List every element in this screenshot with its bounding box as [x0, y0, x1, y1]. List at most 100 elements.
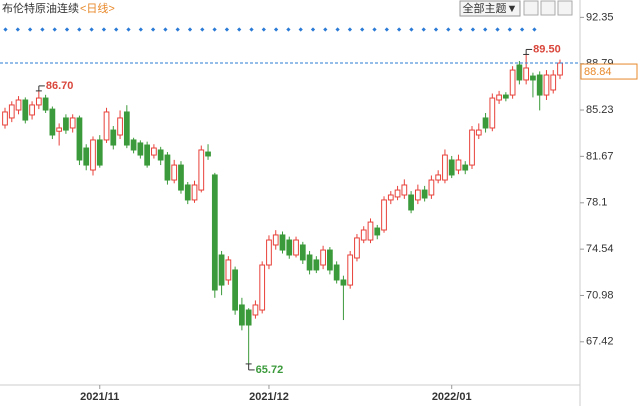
event-dot	[458, 27, 463, 32]
annotation-label: 89.50	[533, 43, 561, 55]
candle-body	[272, 234, 279, 246]
tool-icon[interactable]	[523, 0, 539, 16]
candle-body	[448, 159, 455, 176]
candle-body	[286, 239, 293, 256]
y-tick-label: 85.23	[586, 104, 614, 116]
candle-body	[211, 174, 218, 291]
tool-icon[interactable]	[540, 0, 556, 16]
candle-body	[347, 254, 354, 286]
candle-body	[35, 97, 42, 106]
candle-body	[469, 129, 475, 166]
event-dot	[360, 27, 365, 32]
candle-body	[340, 279, 347, 286]
candle-body	[394, 189, 401, 198]
candle-body	[110, 129, 117, 146]
event-dot	[212, 27, 217, 32]
period-label[interactable]: <日线>	[80, 1, 115, 15]
candle-body	[123, 111, 130, 146]
candle-body	[83, 147, 90, 166]
candle-body	[367, 221, 374, 241]
candle-body	[313, 259, 320, 271]
candle-body	[8, 104, 15, 119]
candle-body	[2, 111, 8, 126]
candle-body	[218, 254, 225, 286]
candle-body	[523, 67, 530, 81]
last-price-label: 88.84	[584, 66, 612, 78]
candle-body	[178, 164, 184, 191]
event-dot	[175, 27, 180, 32]
candle-body	[15, 99, 22, 111]
candle-body	[442, 154, 448, 181]
y-tick-label: 74.54	[586, 243, 614, 255]
candle-body	[103, 111, 110, 141]
candle-body	[327, 249, 333, 271]
candle-body	[245, 309, 252, 326]
event-dot	[470, 27, 476, 32]
y-tick-label: 70.98	[586, 289, 614, 301]
candle-body	[496, 94, 502, 101]
candle-body	[137, 142, 144, 156]
candle-body	[164, 154, 171, 181]
candle-body	[489, 97, 496, 129]
theme-button-label[interactable]: 全部主题▼	[463, 1, 518, 15]
y-tick-label: 78.1	[586, 197, 607, 209]
y-tick-label: 67.42	[586, 336, 614, 348]
candle-body	[76, 117, 83, 161]
candle-body	[320, 249, 326, 266]
last-price-box	[580, 63, 638, 80]
candle-body	[502, 94, 509, 99]
event-dot	[126, 27, 131, 32]
tool-icon[interactable]	[557, 0, 573, 16]
event-dot	[347, 27, 353, 32]
candle-body	[530, 75, 536, 81]
candle-body	[63, 117, 69, 131]
candle-body	[408, 194, 414, 211]
candle-body	[90, 139, 96, 171]
annotation-label: 86.70	[46, 80, 74, 92]
candle-body	[42, 97, 49, 111]
candle-body	[435, 174, 442, 181]
event-dot	[89, 27, 94, 32]
candle-body	[205, 151, 211, 157]
candle-body	[49, 108, 56, 136]
event-dot	[446, 27, 451, 32]
candle-body	[306, 254, 313, 271]
event-dot	[483, 27, 488, 32]
candle-body	[543, 74, 550, 96]
candle-body	[387, 194, 394, 201]
candle-body	[130, 139, 137, 151]
candle-body	[259, 264, 266, 311]
candle-body	[266, 239, 272, 266]
event-dot	[15, 27, 20, 32]
candle-body	[354, 237, 360, 259]
candle-body	[475, 129, 482, 136]
event-dot	[323, 27, 328, 32]
candle-body	[151, 147, 157, 156]
event-dot	[187, 27, 193, 32]
event-dot	[421, 27, 426, 32]
event-dot	[310, 27, 316, 32]
theme-button[interactable]	[459, 0, 521, 17]
event-dot	[409, 27, 414, 32]
event-dot	[163, 27, 168, 32]
event-dot	[495, 27, 500, 32]
candle-body	[381, 199, 387, 231]
candle-body	[96, 139, 103, 166]
event-dot	[433, 27, 439, 32]
candle-body	[171, 164, 178, 181]
y-tick-label: 81.67	[586, 150, 614, 162]
candle-body	[144, 144, 151, 166]
candle-body	[157, 149, 164, 161]
candle-body	[22, 99, 29, 121]
event-dot	[237, 27, 242, 32]
event-dot	[27, 27, 33, 32]
candle-body	[550, 74, 557, 91]
candle-body	[557, 62, 563, 76]
event-dot	[200, 27, 205, 32]
candle-body	[516, 64, 523, 81]
candle-body	[252, 304, 259, 316]
candle-body	[232, 269, 238, 311]
candle-body	[279, 234, 286, 251]
